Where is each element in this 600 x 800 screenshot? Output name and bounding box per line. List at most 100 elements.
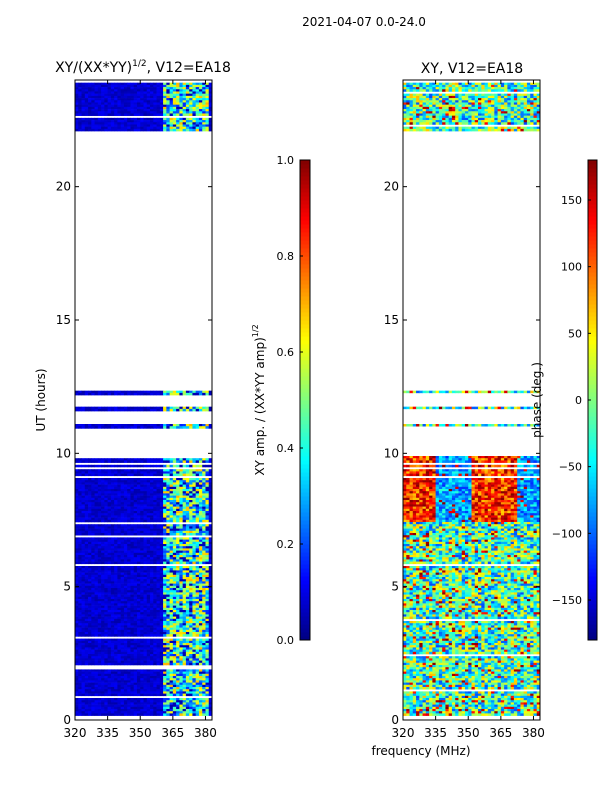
heatmap-cell [123, 480, 128, 483]
heatmap-cell [143, 469, 148, 472]
heatmap-cell [195, 486, 200, 490]
heatmap-cell [153, 541, 157, 545]
heatmap-cell [159, 651, 164, 655]
heatmap-cell [169, 464, 174, 468]
heatmap-cell [156, 588, 161, 591]
heatmap-cell [172, 689, 177, 692]
heatmap-cell [120, 579, 125, 582]
heatmap-cell [143, 546, 148, 549]
heatmap-cell [202, 552, 206, 556]
heatmap-cell [101, 537, 105, 540]
heatmap-cell [94, 544, 99, 547]
heatmap-cell [88, 673, 92, 677]
heatmap-cell [120, 537, 125, 540]
heatmap-cell [150, 634, 154, 637]
heatmap-cell [140, 678, 144, 681]
heatmap-cell [166, 502, 170, 505]
heatmap-cell [91, 557, 95, 560]
heatmap-cell [143, 392, 148, 396]
heatmap-cell [117, 654, 122, 657]
heatmap-cell [189, 585, 193, 589]
heatmap-cell [110, 585, 115, 589]
heatmap-cell [88, 506, 92, 510]
heatmap-cell [163, 489, 167, 492]
heatmap-cell [205, 519, 210, 523]
heatmap-cell [75, 460, 79, 463]
heatmap-cell [120, 599, 125, 602]
heatmap-cell [75, 588, 79, 591]
heatmap-cell [120, 607, 125, 611]
heatmap-cell [179, 544, 184, 547]
heatmap-cell [198, 603, 203, 606]
heatmap-cell [156, 480, 161, 483]
amp-heatmap-image [75, 82, 213, 716]
heatmap-cell [169, 559, 174, 562]
heatmap-cell [176, 687, 180, 690]
heatmap-cell [130, 555, 135, 558]
heatmap-cell [78, 392, 82, 396]
heatmap-cell [91, 645, 95, 648]
heatmap-cell [101, 533, 105, 536]
heatmap-cell [182, 548, 187, 551]
heatmap-cell [123, 687, 128, 690]
heatmap-cell [169, 684, 174, 688]
heatmap-cell [75, 537, 79, 540]
heatmap-cell [185, 676, 190, 679]
heatmap-cell [114, 478, 118, 481]
heatmap-cell [166, 486, 170, 490]
heatmap-cell [130, 634, 135, 637]
heatmap-cell [208, 561, 213, 565]
heatmap-cell [97, 585, 102, 589]
heatmap-cell [127, 713, 131, 716]
heatmap-cell [202, 497, 206, 501]
heatmap-cell [84, 596, 89, 600]
heatmap-cell [91, 658, 95, 661]
heatmap-cell [169, 656, 174, 659]
heatmap-cell [130, 482, 135, 485]
heatmap-cell [91, 599, 95, 602]
heatmap-cell [208, 678, 213, 681]
heatmap-cell [114, 84, 118, 88]
heatmap-cell [114, 504, 118, 507]
heatmap-cell [189, 526, 193, 529]
heatmap-cell [205, 654, 210, 657]
heatmap-cell [130, 557, 135, 560]
heatmap-cell [94, 471, 99, 474]
heatmap-cell [78, 464, 82, 468]
heatmap-cell [94, 557, 99, 560]
heatmap-cell [123, 579, 128, 582]
heatmap-cell [156, 713, 161, 716]
heatmap-cell [153, 504, 157, 507]
heatmap-cell [192, 592, 197, 595]
heatmap-cell [88, 464, 92, 468]
heatmap-cell [117, 581, 122, 584]
heatmap-cell [146, 625, 151, 628]
heatmap-cell [163, 572, 167, 576]
heatmap-cell [195, 658, 200, 661]
heatmap-cell [150, 680, 154, 683]
heatmap-cell [163, 618, 167, 622]
heatmap-cell [123, 577, 128, 580]
heatmap-cell [163, 671, 167, 675]
heatmap-cell [153, 656, 157, 659]
heatmap-cell [120, 486, 125, 490]
heatmap-cell [182, 588, 187, 591]
heatmap-cell [110, 426, 115, 429]
heatmap-cell [107, 539, 112, 543]
heatmap-cell [156, 552, 161, 556]
heatmap-cell [94, 491, 99, 494]
heatmap-cell [101, 629, 105, 633]
heatmap-cell [84, 700, 89, 703]
heatmap-cell [97, 471, 102, 474]
heatmap-cell [195, 700, 200, 703]
heatmap-cell [163, 616, 167, 620]
heatmap-cell [195, 662, 200, 666]
heatmap-cell [136, 89, 141, 92]
heatmap-cell [182, 691, 187, 694]
heatmap-cell [169, 614, 174, 617]
heatmap-cell [75, 511, 79, 514]
heatmap-cell [153, 643, 157, 646]
heatmap-cell [101, 493, 105, 496]
heatmap-cell [78, 497, 82, 501]
heatmap-cell [189, 581, 193, 584]
